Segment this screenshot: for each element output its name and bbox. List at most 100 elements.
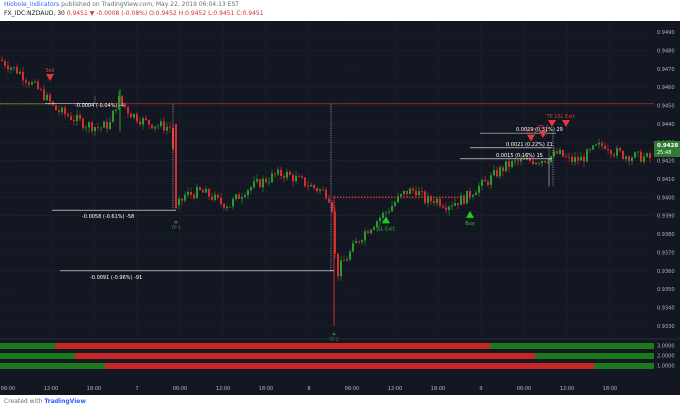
indicator-level-label: 1.0000 bbox=[657, 364, 675, 370]
candle-body bbox=[256, 179, 258, 182]
candle-body bbox=[529, 157, 531, 161]
time-tick-label: 18:00 bbox=[259, 386, 273, 392]
signal-label: Buy bbox=[465, 221, 475, 227]
candle-body bbox=[499, 167, 501, 177]
candle-body bbox=[451, 205, 453, 207]
candle-body bbox=[187, 192, 189, 195]
price-tick-label: 0.9490 bbox=[657, 30, 675, 36]
candle-body bbox=[259, 179, 261, 188]
buy-signal-icon bbox=[466, 210, 474, 218]
candle-body bbox=[211, 196, 213, 200]
candle-body bbox=[436, 198, 438, 204]
candlestick-chart[interactable]: 0.9490 0.9480 0.9470 0.9460 0.9450 0.9440 0.94… bbox=[0, 21, 680, 395]
symbol-label[interactable]: FX_IDC:NZDAUD, 30 bbox=[4, 10, 65, 17]
candle-body bbox=[394, 202, 396, 206]
candle-body bbox=[331, 202, 333, 212]
current-price-countdown: 25:48 bbox=[657, 150, 671, 156]
sell-signal-icon bbox=[539, 130, 547, 138]
candle-body bbox=[316, 188, 318, 192]
candle-body bbox=[82, 118, 84, 129]
indicator-segment bbox=[75, 353, 535, 359]
author-link[interactable]: Hiobole_indicators bbox=[4, 1, 60, 8]
candle-body bbox=[385, 212, 387, 214]
current-price-value: 0.9428 bbox=[657, 143, 678, 149]
candle-body bbox=[262, 178, 264, 188]
publish-line: Hiobole_indicators published on TradingV… bbox=[4, 1, 239, 8]
tradingview-logo[interactable]: TradingView bbox=[44, 398, 86, 405]
candle-body bbox=[532, 160, 534, 165]
indicator-segment bbox=[0, 343, 55, 349]
candle-body bbox=[73, 119, 75, 122]
candle-body bbox=[601, 142, 603, 146]
price-axis-panel bbox=[654, 21, 680, 395]
candle-body bbox=[79, 114, 81, 119]
candle-body bbox=[586, 149, 588, 162]
candle-body bbox=[463, 195, 465, 204]
price-tick-label: 0.9390 bbox=[657, 214, 675, 220]
signal-label: TP 1 bbox=[170, 225, 181, 231]
candle-body bbox=[373, 227, 375, 230]
price-tick-label: 0.9370 bbox=[657, 250, 675, 256]
candle-body bbox=[562, 150, 564, 157]
candle-body bbox=[34, 81, 36, 83]
candle-body bbox=[592, 145, 594, 150]
candle-body bbox=[232, 199, 234, 207]
candle-body bbox=[61, 107, 63, 113]
candle-body bbox=[136, 114, 138, 122]
candle-body bbox=[271, 173, 273, 183]
candle-body bbox=[313, 184, 315, 189]
candle-body bbox=[370, 229, 372, 234]
candle-body bbox=[430, 196, 432, 202]
chart-area[interactable]: 0.9490 0.9480 0.9470 0.9460 0.9450 0.9440 0.94… bbox=[0, 21, 680, 395]
price-tick-label: 0.9460 bbox=[657, 85, 675, 91]
candle-body bbox=[40, 89, 42, 91]
time-tick-label: 06:00 bbox=[517, 386, 531, 392]
price-tick-label: 0.9420 bbox=[657, 159, 675, 165]
candle-body bbox=[478, 185, 480, 193]
candle-body bbox=[613, 154, 615, 156]
candle-body bbox=[547, 162, 549, 163]
candle-body bbox=[505, 161, 507, 172]
candle-body bbox=[217, 194, 219, 198]
candle-body bbox=[304, 177, 306, 187]
candle-body bbox=[457, 203, 459, 206]
candle-body bbox=[130, 113, 132, 118]
candle-body bbox=[340, 260, 342, 277]
measure-label: -0.0004 (-0.04%) -4 bbox=[75, 103, 124, 109]
candle-body bbox=[631, 157, 633, 162]
candle-body bbox=[388, 211, 390, 213]
candle-body bbox=[490, 175, 492, 185]
candle-body bbox=[139, 121, 141, 125]
time-tick-label: 12:00 bbox=[388, 386, 402, 392]
candle-body bbox=[334, 211, 336, 254]
candle-body bbox=[367, 231, 369, 234]
candle-body bbox=[469, 190, 471, 197]
time-tick-label: 12:00 bbox=[216, 386, 230, 392]
candle-body bbox=[226, 206, 228, 209]
candle-body bbox=[250, 187, 252, 191]
candle-body bbox=[544, 160, 546, 163]
candle-body bbox=[286, 171, 288, 178]
footer: Created with TradingView bbox=[4, 398, 86, 405]
candle-body bbox=[568, 156, 570, 158]
candle-body bbox=[142, 118, 144, 125]
candle-body bbox=[16, 66, 18, 74]
candle-body bbox=[106, 121, 108, 129]
candle-body bbox=[472, 195, 474, 197]
candle-body bbox=[454, 203, 456, 206]
signal-label: TP 1 bbox=[525, 129, 537, 135]
candle-body bbox=[595, 144, 597, 146]
time-tick-label: 8 bbox=[307, 386, 310, 392]
candle-body bbox=[349, 251, 351, 260]
current-price-badge bbox=[654, 140, 680, 157]
candle-body bbox=[598, 142, 600, 145]
indicator-segment bbox=[55, 343, 490, 349]
candle-body bbox=[118, 95, 120, 110]
candle-body bbox=[298, 176, 300, 177]
candle-body bbox=[160, 121, 162, 126]
candle-body bbox=[148, 119, 150, 125]
time-tick-label: 7 bbox=[135, 386, 138, 392]
candle-body bbox=[508, 161, 510, 168]
candle-body bbox=[571, 156, 573, 162]
candle-body bbox=[64, 107, 66, 115]
